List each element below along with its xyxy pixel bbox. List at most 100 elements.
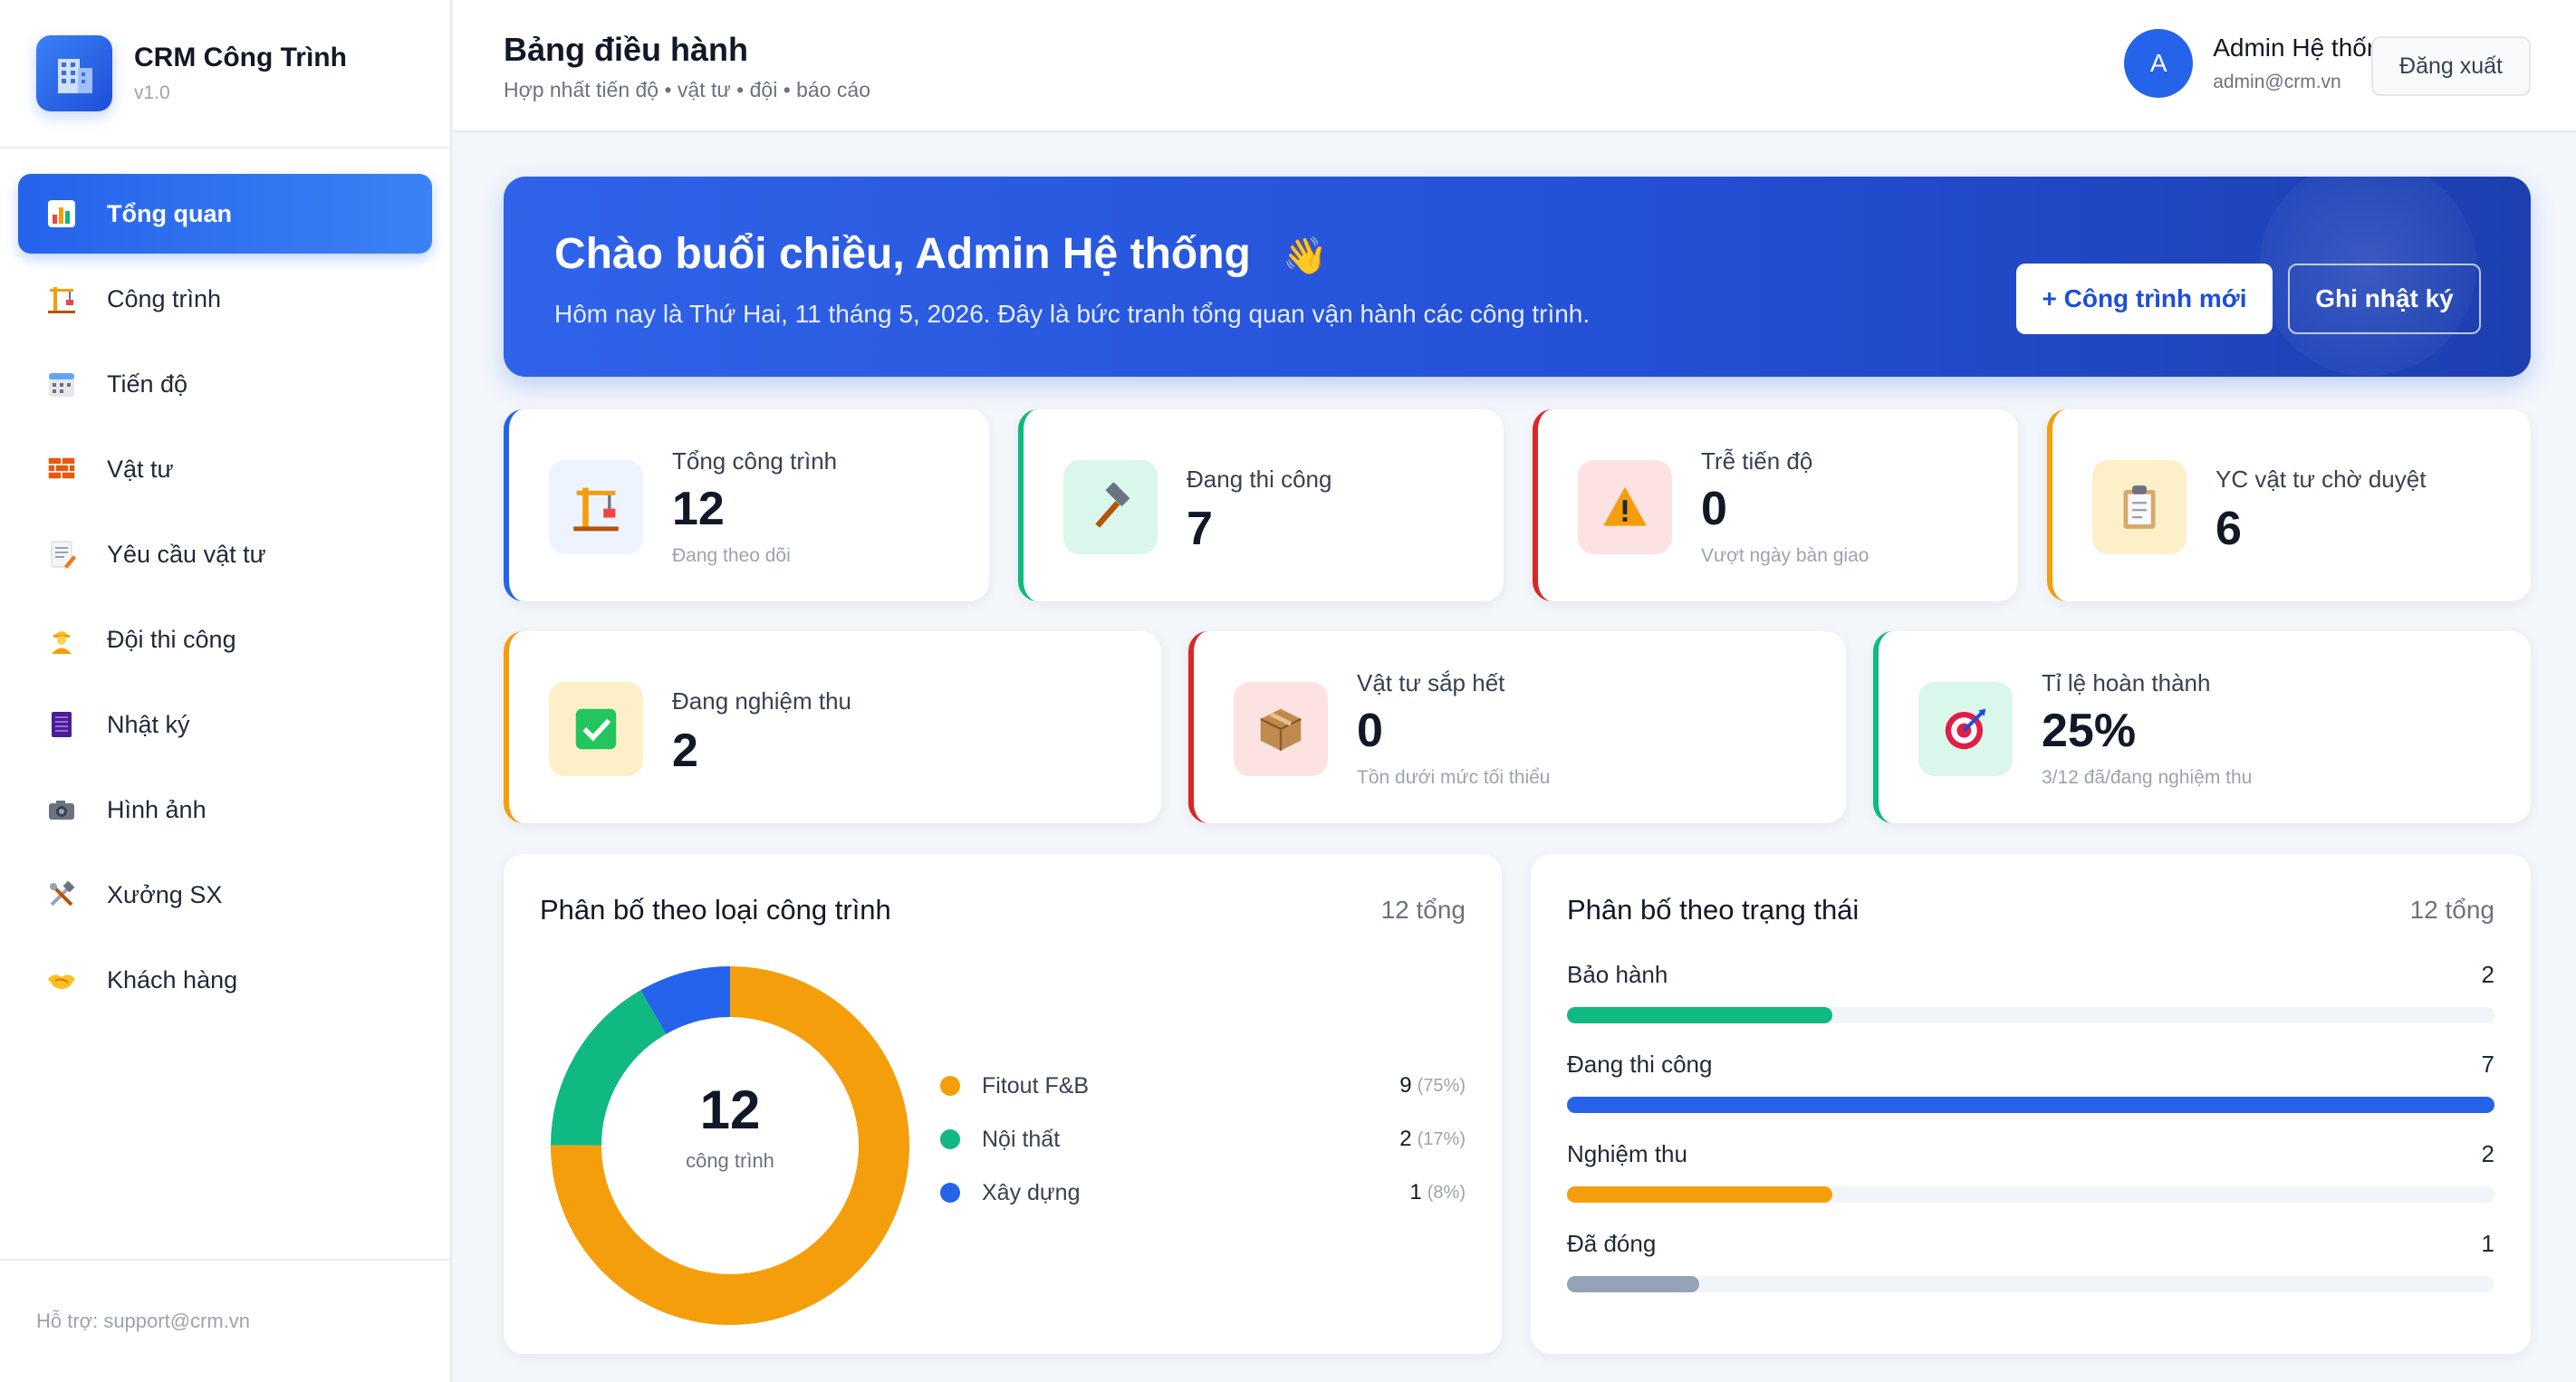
sidebar-item-label: Tổng quan <box>107 199 232 227</box>
stat-value: 6 <box>2216 503 2242 555</box>
wave-icon: 👋 <box>1283 236 1328 276</box>
sidebar-item-label: Yêu cầu vật tư <box>107 540 266 568</box>
sidebar-item-hinh-anh[interactable]: Hình ảnh <box>18 770 432 849</box>
stat-card-low-stock[interactable]: Vật tư sắp hết 0 Tồn dưới mức tối thiểu <box>1188 631 1846 823</box>
status-distribution-panel: Phân bố theo trạng thái 12 tổng Bảo hành… <box>1531 854 2531 1354</box>
status-track <box>1567 1186 2494 1203</box>
sidebar-item-cong-trinh[interactable]: Công trình <box>18 259 432 339</box>
status-row: Bảo hành 2 <box>1567 961 2494 1023</box>
legend-percent: (8%) <box>1427 1182 1466 1203</box>
sidebar-item-xuong-sx[interactable]: Xưởng SX <box>18 855 432 935</box>
stat-card-pending-requests[interactable]: YC vật tư chờ duyệt 6 <box>2047 409 2531 601</box>
sidebar-item-label: Công trình <box>107 284 222 312</box>
write-log-button[interactable]: Ghi nhật ký <box>2288 264 2481 334</box>
welcome-title: Chào buổi chiều, Admin Hệ thống 👋 <box>554 229 1328 279</box>
stat-value: 0 <box>1357 705 1383 757</box>
page-subtitle: Hợp nhất tiến độ • vật tư • đội • báo cá… <box>504 78 870 101</box>
notebook-icon <box>43 706 80 743</box>
building-icon <box>36 35 112 111</box>
status-bar <box>1567 1097 2494 1113</box>
bricks-icon <box>43 451 80 487</box>
stat-label: Đang thi công <box>1187 465 1332 493</box>
status-count: 7 <box>2481 1051 2494 1078</box>
sidebar-item-tong-quan[interactable]: Tổng quan <box>18 174 432 254</box>
stat-label: Đang nghiệm thu <box>672 687 852 715</box>
status-label: Nghiệm thu <box>1567 1140 1687 1167</box>
status-bar <box>1567 1007 1832 1023</box>
legend-swatch <box>940 1129 960 1149</box>
stat-label: Trễ tiến độ <box>1701 447 1813 475</box>
memo-icon <box>43 536 80 572</box>
sidebar-item-doi-thi-cong[interactable]: Đội thi công <box>18 600 432 679</box>
sidebar-nav: Tổng quan Công trình Tiến độ Vật tư Yêu … <box>0 149 450 1020</box>
camera-icon <box>43 792 80 828</box>
legend-value: 1 <box>1409 1180 1422 1204</box>
tools-icon <box>43 877 80 913</box>
new-project-button[interactable]: + Công trình mới <box>2016 264 2273 334</box>
sidebar-item-tien-do[interactable]: Tiến độ <box>18 344 432 424</box>
donut-center-value: 12 <box>699 1080 761 1140</box>
stat-card-in-progress[interactable]: Đang thi công 7 <box>1018 409 1504 601</box>
avatar[interactable]: A <box>2124 29 2194 98</box>
status-row: Đang thi công 7 <box>1567 1051 2494 1113</box>
legend-item: Fitout F&B 9 (75%) <box>940 1068 1466 1104</box>
legend-label: Nội thất <box>982 1126 1061 1152</box>
app-name: CRM Công Trình <box>134 43 347 72</box>
brand: CRM Công Trình v1.0 <box>0 0 450 149</box>
crane-icon <box>549 460 643 554</box>
status-track <box>1567 1097 2494 1113</box>
stat-card-total-projects[interactable]: Tổng công trình 12 Đang theo dõi <box>504 409 989 601</box>
legend-swatch <box>940 1183 960 1203</box>
logout-button[interactable]: Đăng xuất <box>2371 36 2531 96</box>
worker-icon <box>43 621 80 657</box>
stat-label: YC vật tư chờ duyệt <box>2216 465 2427 493</box>
stat-card-late[interactable]: Trễ tiến độ 0 Vượt ngày bàn giao <box>1533 409 2018 601</box>
stat-card-acceptance[interactable]: Đang nghiệm thu 2 <box>504 631 1161 823</box>
topbar: Bảng điều hành Hợp nhất tiến độ • vật tư… <box>453 0 2576 132</box>
stat-value: 7 <box>1187 503 1213 555</box>
sidebar-item-vat-tu[interactable]: Vật tư <box>18 429 432 509</box>
stat-note: 3/12 đã/đang nghiệm thu <box>2042 767 2253 788</box>
donut-center-label: công trình <box>686 1149 774 1172</box>
sidebar-item-label: Tiến độ <box>107 369 188 398</box>
stat-card-completion-rate[interactable]: Tỉ lệ hoàn thành 25% 3/12 đã/đang nghiệm… <box>1873 631 2531 823</box>
status-row: Nghiệm thu 2 <box>1567 1140 2494 1203</box>
welcome-banner: Chào buổi chiều, Admin Hệ thống 👋 Hôm na… <box>504 177 2531 377</box>
stat-label: Vật tư sắp hết <box>1357 669 1505 696</box>
status-label: Đang thi công <box>1567 1051 1713 1078</box>
status-bar <box>1567 1186 1832 1203</box>
target-icon <box>1918 682 2013 776</box>
status-row: Đã đóng 1 <box>1567 1230 2494 1292</box>
sidebar-item-khach-hang[interactable]: Khách hàng <box>18 940 432 1020</box>
legend-swatch <box>940 1076 960 1096</box>
stat-label: Tổng công trình <box>672 447 838 475</box>
type-distribution-panel: Phân bố theo loại công trình 12 tổng 12 … <box>504 854 1502 1354</box>
sidebar-item-label: Đội thi công <box>107 625 236 653</box>
bar-chart-icon <box>43 196 80 232</box>
status-count: 2 <box>2481 961 2494 988</box>
sidebar-item-yeu-cau-vat-tu[interactable]: Yêu cầu vật tư <box>18 514 432 594</box>
package-icon <box>1234 682 1328 776</box>
status-track <box>1567 1276 2494 1292</box>
sidebar-item-label: Nhật ký <box>107 710 190 738</box>
sidebar-item-label: Khách hàng <box>107 965 238 993</box>
crane-icon <box>43 281 80 317</box>
banner-glow <box>2259 177 2476 376</box>
welcome-subtitle: Hôm nay là Thứ Hai, 11 tháng 5, 2026. Đâ… <box>554 300 1591 328</box>
user-menu[interactable]: A Admin Hệ thống admin@crm.vn <box>2124 29 2395 98</box>
support-email[interactable]: Hỗ trợ: support@crm.vn <box>0 1259 450 1382</box>
status-label: Đã đóng <box>1567 1230 1657 1257</box>
status-label: Bảo hành <box>1567 961 1668 988</box>
legend-value: 2 <box>1399 1127 1412 1151</box>
legend-item: Xây dựng 1 (8%) <box>940 1175 1466 1211</box>
page-title: Bảng điều hành <box>504 31 748 68</box>
stat-value: 12 <box>672 483 725 535</box>
legend-item: Nội thất 2 (17%) <box>940 1121 1466 1157</box>
clipboard-icon <box>2092 460 2187 554</box>
sidebar-item-label: Hình ảnh <box>107 795 207 823</box>
stat-note: Đang theo dõi <box>672 545 791 566</box>
panel-title: Phân bố theo trạng thái <box>1567 894 1860 926</box>
donut-slice-2 <box>551 966 909 1325</box>
sidebar-item-nhat-ky[interactable]: Nhật ký <box>18 685 432 764</box>
handshake-icon <box>43 962 80 998</box>
